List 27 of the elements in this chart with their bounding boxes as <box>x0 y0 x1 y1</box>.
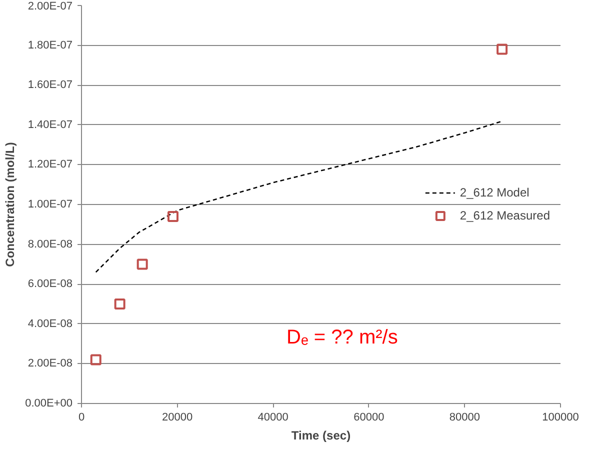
point <box>90 354 102 366</box>
y-tick-label: 2.00E-08 <box>28 358 73 370</box>
y-tick-label: 1.60E-07 <box>28 79 73 92</box>
y-tick-label: 1.00E-07 <box>28 198 73 210</box>
annotation: Dₑ = ?? m²/s <box>286 326 398 348</box>
point <box>167 210 178 222</box>
point <box>114 298 126 310</box>
y-tick-label: 6.00E-08 <box>28 278 73 290</box>
y-tick-label: 1.80E-07 <box>28 39 73 52</box>
y-tick-label: 4.00E-08 <box>28 318 73 330</box>
x-tick-label: 0 <box>78 412 85 424</box>
point <box>136 258 148 270</box>
y-axis-title: Concentration (mol/L) <box>3 142 18 267</box>
y-tick-label: 2.00E-07 <box>28 0 73 12</box>
x-tick-label: 100000 <box>542 412 579 424</box>
y-tick-label: 1.40E-07 <box>28 118 73 131</box>
legend-label: 2_612 Model <box>460 186 530 200</box>
y-tick-label: 8.00E-08 <box>28 238 73 250</box>
x-tick-label: 40000 <box>258 412 288 424</box>
point <box>496 44 508 55</box>
y-tick-label: 0.00E+00 <box>25 398 72 410</box>
y-tick-label: 1.20E-07 <box>28 158 73 171</box>
x-tick-label: 80000 <box>449 412 480 424</box>
x-tick-label: 60000 <box>354 412 384 424</box>
legend-label: 2_612 Measured <box>460 208 550 222</box>
x-tick-label: 20000 <box>162 412 193 424</box>
x-axis-title: Time (sec) <box>291 428 351 442</box>
